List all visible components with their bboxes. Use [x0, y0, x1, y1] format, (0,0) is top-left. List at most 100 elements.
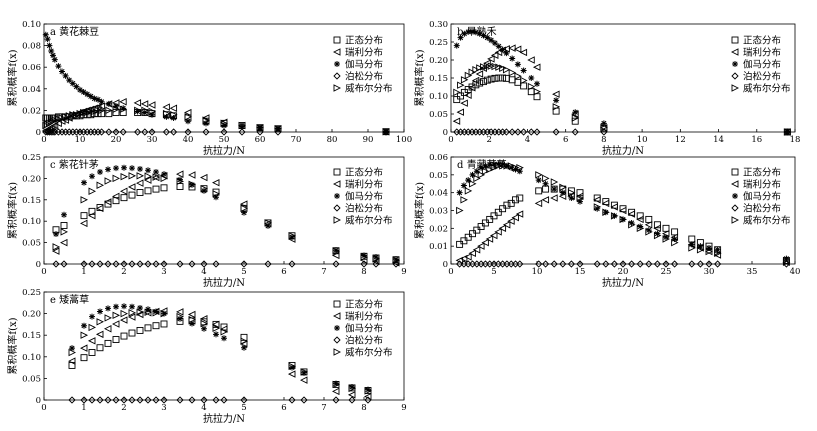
x-axis-label: 抗拉力/N [203, 276, 245, 289]
y-tick-label: 0.30 [429, 20, 448, 30]
data-point [256, 123, 265, 132]
data-point [220, 128, 228, 136]
x-tick-label: 7 [321, 267, 326, 277]
data-point [469, 28, 476, 35]
data-point [89, 173, 95, 180]
data-point [619, 215, 628, 224]
data-point [152, 185, 160, 193]
data-point [287, 370, 296, 378]
data-point [382, 127, 391, 136]
data-point [128, 260, 136, 268]
legend-marker [334, 61, 340, 67]
data-point [576, 260, 584, 268]
data-point [121, 303, 127, 310]
plot-frame [43, 291, 405, 401]
legend-label: 伽马分布 [345, 323, 383, 335]
data-point [457, 92, 465, 100]
data-point [112, 396, 120, 404]
data-point [220, 119, 229, 128]
data-point [257, 124, 263, 131]
data-point [348, 396, 356, 404]
data-point [611, 212, 618, 219]
data-point [80, 331, 89, 339]
data-point [162, 109, 171, 118]
x-tick-label: 40 [790, 267, 801, 277]
data-point [478, 164, 485, 171]
x-tick-label: 30 [147, 135, 158, 145]
data-point [136, 326, 144, 334]
data-point [120, 260, 128, 268]
y-axis-label: 累积概率f(x) [6, 49, 19, 106]
data-point [507, 217, 515, 225]
x-tick-label: 50 [219, 135, 230, 145]
x-tick-label: 10 [75, 135, 86, 145]
data-point [600, 120, 607, 127]
data-point [499, 46, 506, 53]
y-tick-label: 0 [36, 396, 41, 406]
data-point [784, 128, 791, 135]
series-asterisk [453, 28, 791, 135]
data-point [498, 224, 507, 233]
data-point [619, 260, 627, 268]
data-point [72, 110, 81, 119]
data-point [46, 42, 53, 49]
data-point [201, 114, 210, 122]
data-point [468, 68, 477, 76]
data-point [160, 174, 169, 183]
series-diamond [455, 260, 791, 268]
data-point [360, 253, 369, 261]
data-point [129, 165, 135, 172]
y-axis-label: 累积概率f(x) [6, 317, 19, 374]
data-point [60, 260, 68, 268]
data-point [221, 335, 227, 342]
data-point [508, 76, 516, 84]
data-point [79, 219, 88, 228]
data-point [653, 221, 661, 229]
data-point [200, 184, 209, 193]
data-point [149, 111, 155, 118]
data-point [185, 118, 191, 125]
data-point [535, 171, 543, 179]
data-point [476, 30, 483, 37]
data-point [534, 199, 543, 208]
data-point [507, 162, 516, 170]
chart-panel-2: 0 2 4 6 8 10 12 14 16 18 0 0.05 0.10 0.15 0.20 0.25 0.30… [413, 20, 800, 157]
data-point [170, 110, 178, 119]
data-point [103, 324, 112, 333]
data-point [212, 260, 220, 268]
x-tick-label: 0 [448, 267, 453, 277]
legend-marker [333, 72, 341, 80]
data-point [662, 235, 671, 243]
data-point [469, 171, 476, 178]
data-point [491, 62, 499, 71]
data-point [552, 103, 561, 111]
data-point [80, 212, 88, 220]
series-diamond [42, 128, 390, 136]
data-point [105, 106, 113, 115]
data-point [177, 315, 183, 322]
legend-marker [731, 36, 739, 44]
data-point [576, 189, 584, 197]
y-tick-label: 0.04 [22, 85, 41, 95]
data-point [128, 396, 136, 404]
panel-label: a 黄花棘豆 [50, 25, 99, 38]
data-point [76, 109, 85, 118]
data-point [486, 161, 493, 168]
y-tick-label: 0.15 [429, 74, 448, 84]
data-point [636, 212, 644, 220]
data-point [288, 396, 296, 404]
data-point [300, 396, 308, 404]
data-point [97, 128, 106, 136]
data-point [112, 105, 121, 114]
data-point [241, 344, 247, 351]
data-point [782, 258, 791, 266]
data-point [88, 260, 96, 268]
data-point [460, 99, 468, 107]
data-point [653, 260, 662, 268]
data-point [331, 387, 340, 396]
data-point [713, 260, 722, 268]
data-point [473, 174, 481, 183]
legend-label: 正态分布 [345, 299, 383, 311]
data-point [87, 107, 95, 116]
data-point [136, 260, 144, 268]
